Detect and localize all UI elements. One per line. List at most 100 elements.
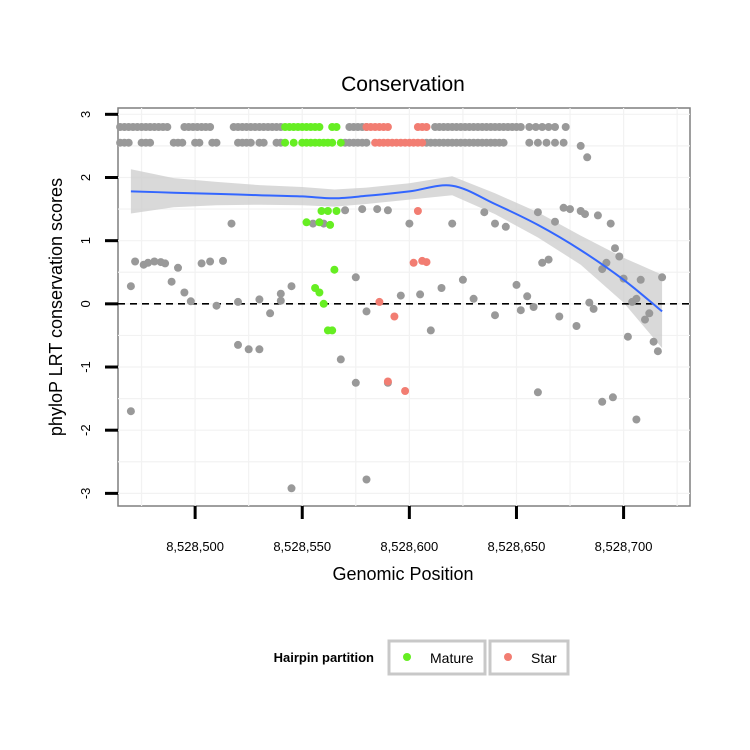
data-point-mature	[315, 123, 324, 131]
data-point-other	[491, 311, 499, 320]
data-point-mature	[302, 218, 311, 227]
data-point-other	[255, 295, 264, 304]
data-point-other	[197, 259, 206, 268]
data-point-mature	[315, 288, 324, 297]
data-point-star	[422, 258, 431, 267]
data-point-other	[531, 123, 540, 131]
legend-label-star: Star	[531, 650, 557, 666]
y-tick-label: 0	[78, 300, 93, 307]
data-point-other	[437, 284, 446, 292]
data-point-mature	[281, 138, 290, 147]
data-point-other	[512, 280, 521, 289]
data-point-mature	[289, 138, 298, 147]
legend-key-star	[488, 639, 570, 676]
data-point-other	[480, 208, 489, 217]
data-point-other	[206, 123, 215, 131]
data-point-mature	[315, 218, 324, 227]
data-point-other	[615, 252, 624, 261]
data-point-other	[163, 123, 172, 131]
x-tick-label: 8,528,500	[166, 539, 224, 554]
data-point-other	[195, 138, 204, 147]
data-point-other	[533, 388, 542, 397]
data-point-other	[244, 345, 253, 354]
y-tick-label: 3	[78, 111, 93, 118]
data-point-other	[523, 292, 532, 301]
data-point-other	[501, 222, 510, 231]
data-point-other	[653, 347, 662, 356]
legend-label-mature: Mature	[430, 650, 474, 666]
data-point-other	[150, 257, 159, 266]
data-point-other	[491, 219, 499, 228]
data-point-other	[576, 141, 585, 150]
legend-title: Hairpin partition	[274, 650, 374, 665]
data-point-other	[611, 244, 619, 253]
data-point-other	[246, 138, 255, 147]
data-point-other	[126, 282, 135, 291]
data-point-other	[658, 273, 667, 282]
data-point-star	[401, 387, 410, 395]
x-tick-label: 8,528,550	[273, 539, 331, 554]
y-tick-label: -2	[78, 424, 93, 436]
data-point-other	[636, 275, 645, 284]
data-point-other	[336, 355, 345, 364]
data-point-star	[383, 377, 392, 386]
data-point-other	[144, 258, 152, 267]
data-point-mature	[326, 220, 335, 229]
data-point-star	[390, 312, 399, 321]
data-point-mature	[332, 123, 341, 131]
data-point-mature	[328, 138, 337, 147]
legend-swatch-star	[504, 653, 512, 661]
data-point-other	[416, 290, 425, 299]
data-point-other	[598, 265, 607, 274]
data-point-other	[405, 219, 414, 228]
data-point-mature	[317, 207, 326, 215]
data-point-other	[167, 277, 176, 286]
data-point-other	[525, 138, 534, 147]
data-point-other	[589, 304, 598, 313]
data-point-mature	[328, 326, 337, 335]
data-point-other	[341, 206, 350, 215]
data-point-other	[234, 340, 242, 349]
data-point-other	[266, 309, 275, 318]
data-point-star	[383, 123, 392, 131]
x-tick-label: 8,528,650	[488, 539, 546, 554]
data-point-other	[533, 208, 542, 217]
y-tick-label: 2	[78, 174, 93, 181]
data-point-other	[358, 205, 367, 214]
data-point-other	[448, 219, 457, 228]
data-point-mature	[332, 207, 341, 215]
data-point-other	[287, 282, 296, 291]
data-point-other	[161, 259, 170, 268]
data-point-other	[583, 153, 592, 162]
data-point-other	[525, 123, 534, 131]
data-point-other	[259, 138, 268, 147]
data-point-other	[396, 291, 405, 300]
data-point-other	[551, 123, 559, 131]
confidence-band-layer	[130, 169, 663, 349]
data-point-other	[544, 255, 553, 264]
data-point-other	[212, 301, 221, 310]
data-point-other	[555, 312, 564, 321]
data-point-other	[632, 415, 641, 424]
legend-swatch-mature	[403, 653, 411, 661]
x-tick-label: 8,528,700	[595, 539, 653, 554]
data-point-other	[469, 294, 478, 303]
data-point-mature	[330, 265, 339, 274]
data-point-other	[533, 138, 542, 147]
data-point-other	[649, 337, 658, 346]
data-point-other	[126, 407, 135, 416]
y-tick-label: -1	[78, 361, 93, 373]
data-point-other	[206, 257, 215, 266]
data-point-other	[351, 273, 360, 282]
x-tick-label: 8,528,600	[380, 539, 438, 554]
data-point-mature	[336, 138, 345, 147]
data-point-mature	[319, 299, 328, 308]
data-point-other	[362, 475, 371, 484]
data-point-other	[255, 345, 264, 354]
data-point-other	[544, 123, 553, 131]
data-point-other	[551, 217, 559, 226]
data-point-other	[180, 288, 189, 297]
data-point-other	[383, 206, 392, 215]
data-point-other	[276, 289, 285, 298]
